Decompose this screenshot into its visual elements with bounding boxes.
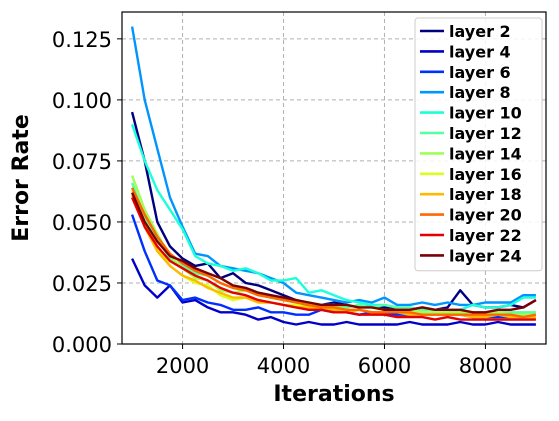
legend-label: layer 10 (449, 104, 522, 123)
x-axis-label: Iterations (273, 382, 394, 407)
x-tick-label: 6000 (358, 354, 411, 378)
legend-box (414, 17, 543, 272)
series-lines (130, 26, 537, 326)
series-line (131, 187, 537, 319)
series-line (130, 192, 537, 314)
y-tick-label: 0.075 (52, 150, 112, 174)
y-tick-label: 0.050 (52, 211, 112, 235)
legend-label: layer 24 (449, 246, 522, 265)
legend-label: layer 16 (449, 165, 522, 184)
axis-ticks: 2000 4000 6000 8000 0.000 0.025 0.050 0.075 0.10… (52, 28, 512, 378)
x-tick-label: 4000 (257, 354, 310, 378)
y-axis-label: Error Rate (9, 114, 34, 242)
series-line (130, 26, 536, 307)
legend-label: layer 6 (449, 63, 511, 82)
y-tick-label: 0.000 (52, 333, 112, 357)
y-tick-label: 0.125 (52, 28, 112, 52)
series-line (130, 111, 537, 311)
series-line (130, 123, 536, 311)
legend-label: layer 2 (449, 22, 511, 41)
legend-label: layer 22 (449, 226, 522, 245)
legend-label: layer 14 (449, 144, 522, 163)
x-tick-label: 2000 (156, 354, 209, 378)
legend-label: layer 4 (449, 42, 511, 61)
plot-frame (121, 11, 547, 345)
legend-label: layer 12 (449, 124, 522, 143)
y-tick-label: 0.025 (52, 272, 112, 296)
series-line (131, 258, 536, 326)
y-tick-label: 0.100 (52, 89, 112, 113)
series-line (130, 197, 536, 321)
legend-label: layer 8 (449, 83, 511, 102)
legend-label: layer 20 (449, 206, 522, 225)
legend-label: layer 18 (449, 185, 522, 204)
x-tick-label: 8000 (459, 354, 512, 378)
series-line (130, 194, 536, 319)
